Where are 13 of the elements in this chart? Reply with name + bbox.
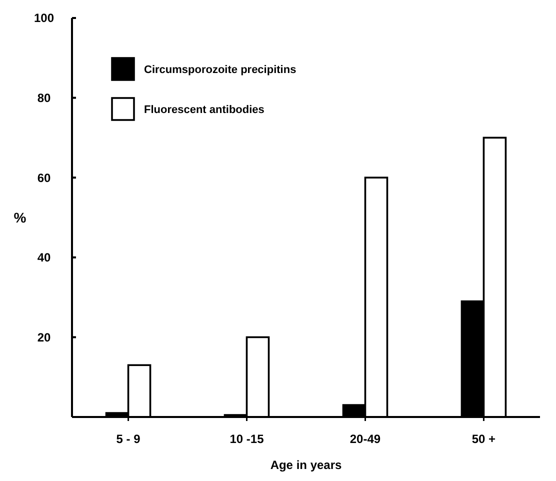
y-tick-label: 80 [37, 91, 51, 105]
x-tick-label: 10 -15 [230, 432, 264, 446]
x-axis-title: Age in years [270, 458, 342, 472]
legend-label: Circumsporozoite precipitins [144, 64, 296, 76]
x-tick-label: 5 - 9 [116, 432, 141, 446]
x-tick-label: 50 + [472, 432, 496, 446]
y-tick-label: 20 [37, 330, 51, 344]
y-tick-label: 100 [34, 11, 54, 26]
x-tick-label: 20-49 [350, 432, 381, 446]
y-tick-label: 40 [37, 250, 51, 265]
y-tick-label: 60 [37, 170, 51, 185]
y-axis-title: % [14, 209, 27, 226]
legend-label: Fluorescent antibodies [144, 104, 264, 116]
